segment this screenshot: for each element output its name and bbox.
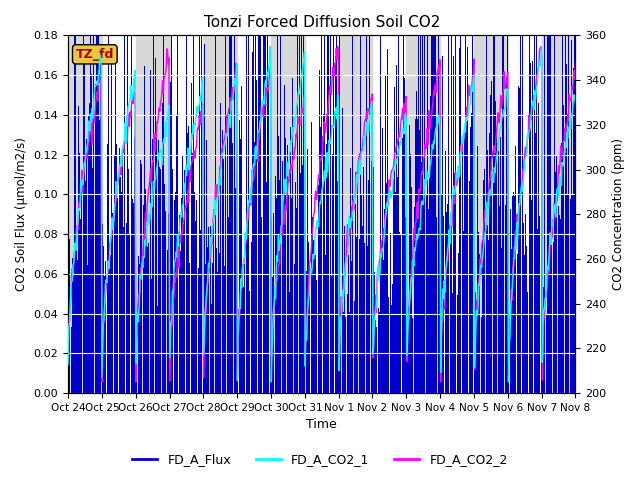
Bar: [68, 36, 102, 393]
Title: Tonzi Forced Diffusion Soil CO2: Tonzi Forced Diffusion Soil CO2: [204, 15, 440, 30]
Text: TZ_fd: TZ_fd: [76, 48, 114, 61]
Bar: [406, 36, 440, 393]
Bar: [474, 36, 508, 393]
Legend: FD_A_Flux, FD_A_CO2_1, FD_A_CO2_2: FD_A_Flux, FD_A_CO2_1, FD_A_CO2_2: [127, 448, 513, 471]
Y-axis label: CO2 Soil Flux (μmol/m2/s): CO2 Soil Flux (μmol/m2/s): [15, 137, 28, 291]
Bar: [271, 36, 305, 393]
Bar: [136, 36, 170, 393]
Bar: [339, 36, 372, 393]
Bar: [541, 36, 575, 393]
Bar: [204, 36, 237, 393]
Y-axis label: CO2 Concentration (ppm): CO2 Concentration (ppm): [612, 138, 625, 290]
X-axis label: Time: Time: [307, 419, 337, 432]
